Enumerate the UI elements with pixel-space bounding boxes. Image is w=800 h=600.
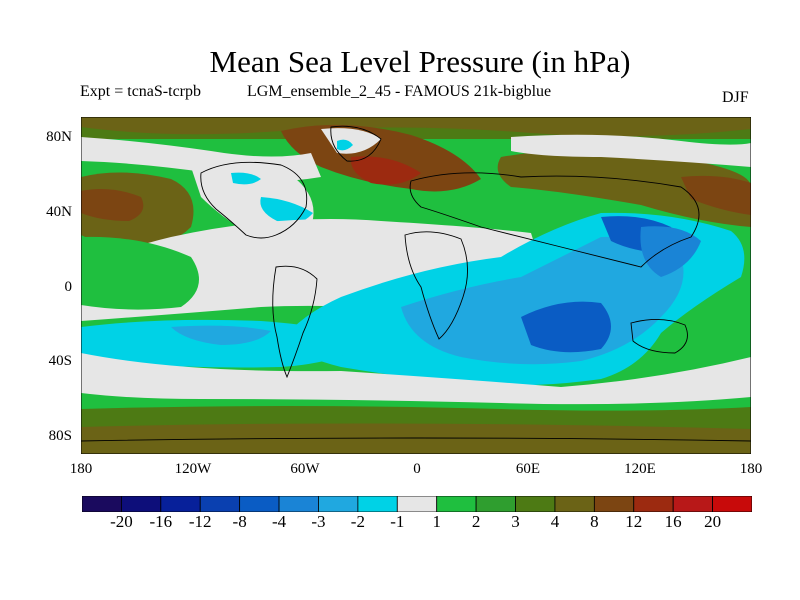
colorbar-tick-label: 20 [704,512,722,531]
colorbar-tick-label: 12 [625,512,643,531]
colorbar-swatch [278,496,319,512]
colorbar-swatch [633,496,674,512]
south-america-coast [272,265,318,379]
tropical-pacific-green [81,236,199,310]
colorbar-swatch [554,496,595,512]
colorbar-tick-label: -4 [271,512,287,531]
colorbar-tick-label: 4 [550,512,560,531]
colorbar-tick-label: -3 [311,512,326,531]
colorbar-swatch [593,496,635,512]
colorbar-swatch [672,496,713,512]
greenland-coast [330,125,382,162]
north-pacific-core [81,189,144,221]
lat-label-0: 0 [64,279,73,295]
colorbar-swatch [121,496,162,512]
colorbar-swatch [436,496,477,512]
colorbar-swatch [239,496,280,512]
arctic-high [81,117,751,137]
eurasia-coast [409,172,700,268]
lon-label-120w: 120W [174,461,212,477]
east-asian-high-core [681,175,751,215]
colorbar-swatch [318,496,359,512]
colorbar-tick-label: 2 [471,512,481,531]
colorbar-tick-label: -2 [350,512,365,531]
colorbar-tick-label: 16 [664,512,682,531]
colorbar-tick-label: 3 [511,512,520,531]
coastlines [81,125,751,442]
lon-label-120e: 120E [624,461,656,477]
plot-title: Mean Sea Level Pressure (in hPa) [209,44,631,79]
colorbar-tick-label: -16 [149,512,173,531]
colorbar-swatch [515,496,556,512]
indian-ocean-low-2 [401,236,684,365]
colorbar-tick-label: -20 [110,512,133,531]
colorbar-tick-label: 1 [432,512,441,531]
colorbar-swatch [82,496,122,512]
pressure-map [81,117,751,454]
greenland-neutral [321,128,381,154]
hudson-low [231,172,261,185]
lon-label-180e: 180 [739,461,763,477]
africa-coast [404,231,468,340]
experiment-label: Expt = tcnaS-tcrpb [80,83,201,100]
colorbar [82,496,752,512]
colorbar-tick-label: -12 [188,512,212,531]
colorbar-swatch [199,496,241,512]
season-label: DJF [722,89,749,106]
asian-high [497,150,751,227]
lon-label-180w: 180 [69,461,93,477]
colorbar-swatch [396,496,438,512]
australia-coast [630,319,688,354]
colorbar-swatch [475,496,516,512]
antarctic-high [81,423,751,454]
lon-label-0: 0 [413,461,421,477]
lon-label-60w: 60W [290,461,320,477]
siberia-neutral [511,134,751,167]
lat-label-80s: 80S [48,428,72,444]
indian-ocean-low-core [521,301,611,353]
south-pacific-low-core [171,325,271,345]
lat-label-40n: 40N [46,204,72,220]
greenland-low [337,139,353,151]
southern-neutral [81,353,751,405]
colorbar-swatch [712,496,752,512]
greenland-high-core [350,156,421,185]
lat-label-80n: 80N [46,129,72,145]
north-america-coast [200,161,308,239]
lon-label-60e: 60E [515,461,541,477]
antarctica-coast [81,437,751,442]
lat-label-40s: 40S [48,353,72,369]
colorbar-tick-label: -1 [390,512,405,531]
colorbar-swatch [357,496,398,512]
run-label: LGM_ensemble_2_45 - FAMOUS 21k-bigblue [247,83,552,100]
colorbar-swatch [160,496,201,512]
colorbar-tick-label: -8 [232,512,247,531]
colorbar-tick-label: 8 [590,512,599,531]
